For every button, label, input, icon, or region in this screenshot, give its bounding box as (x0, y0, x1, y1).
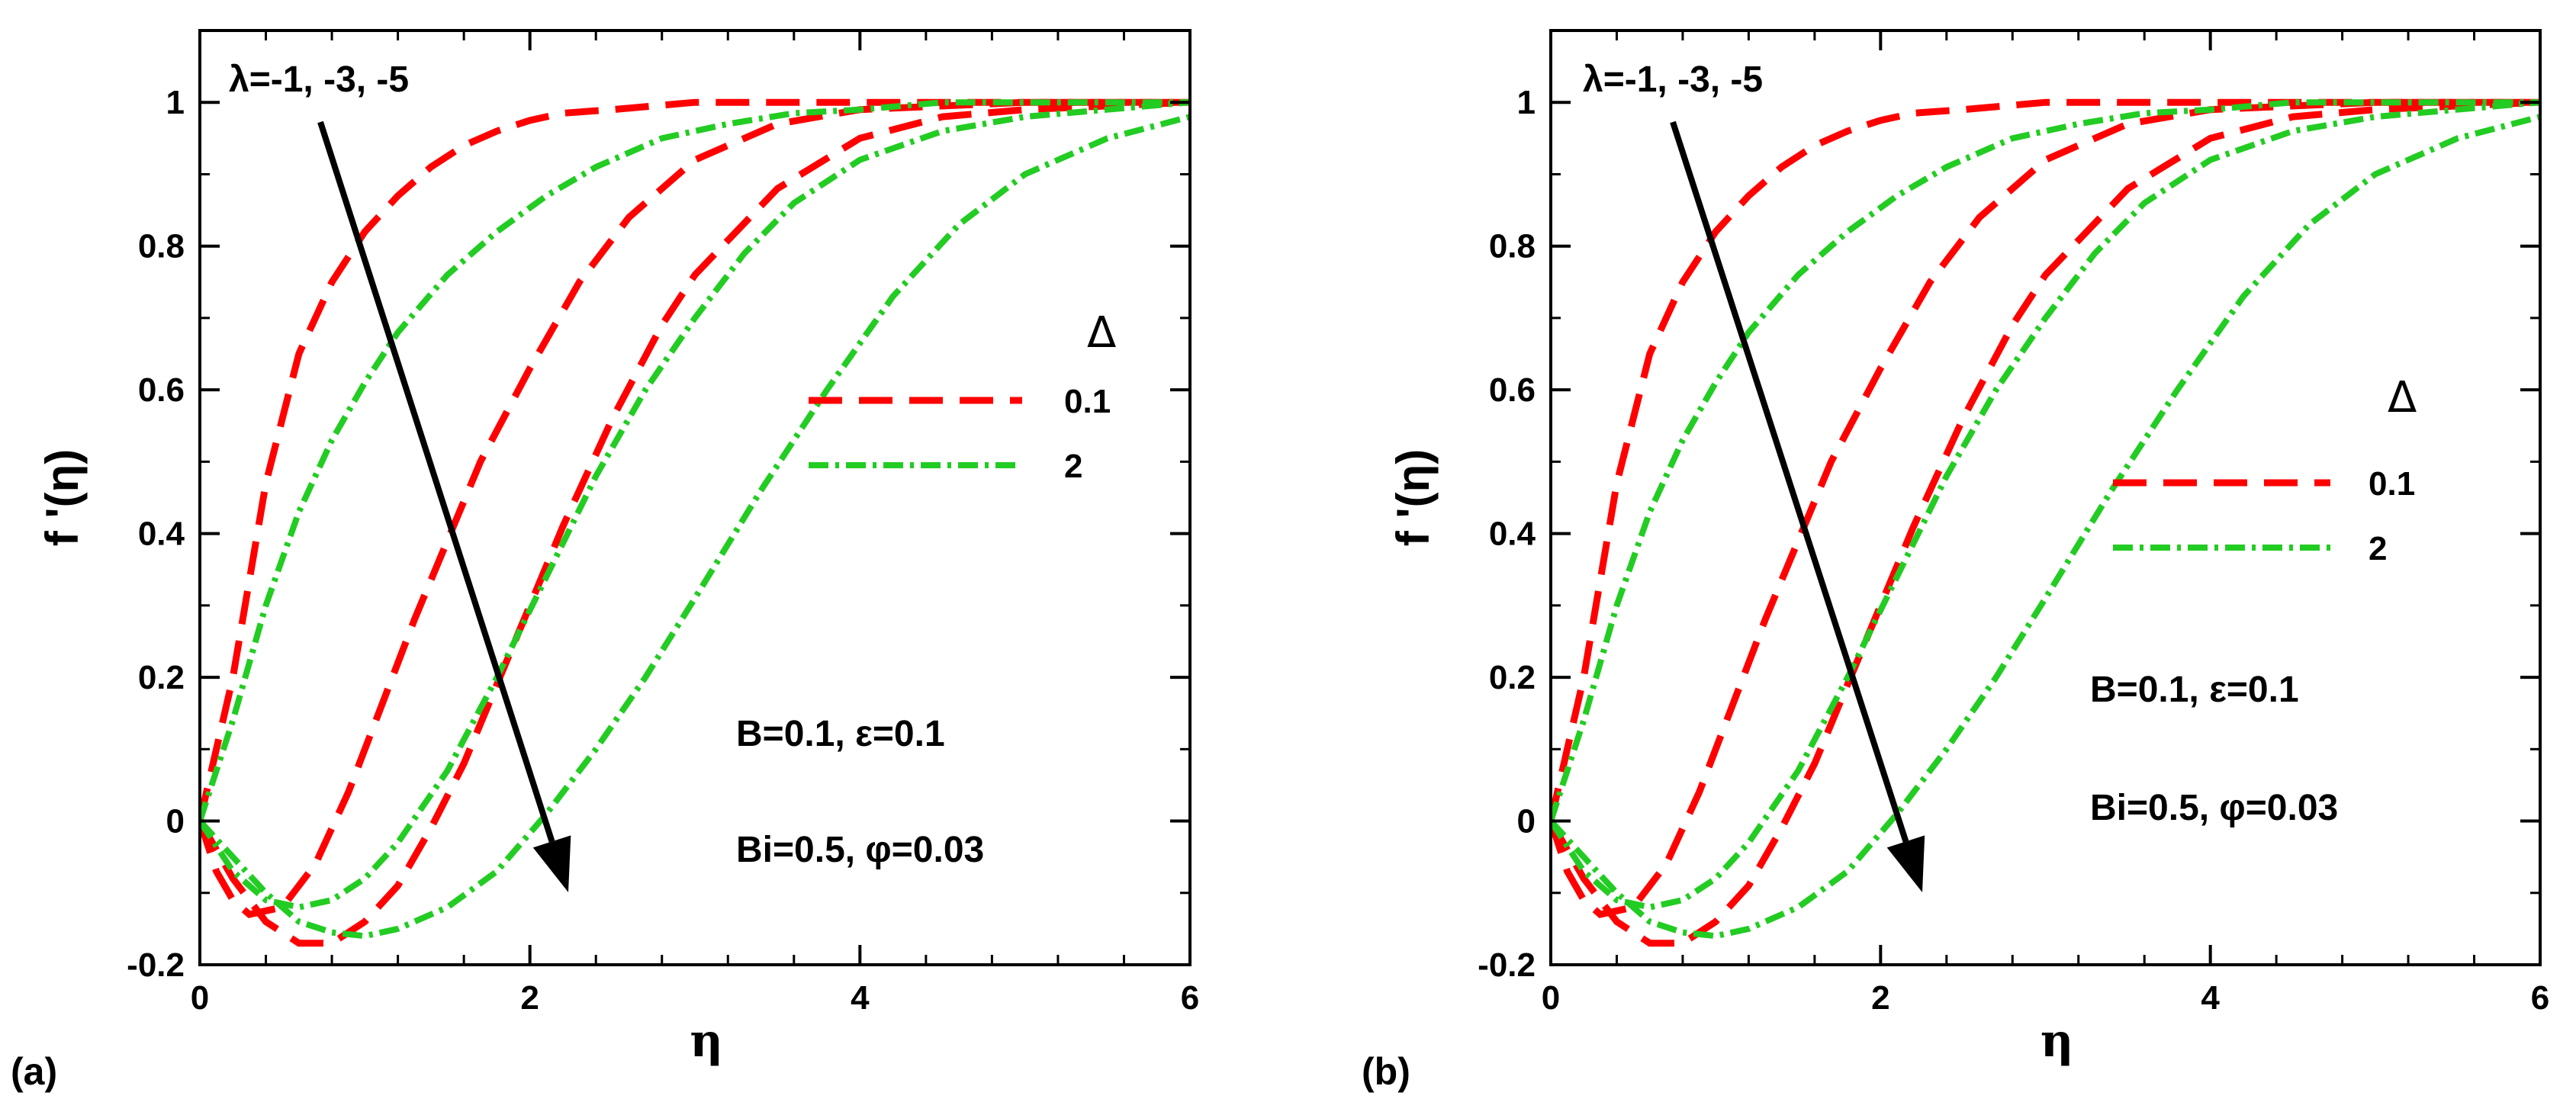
series-line-1 (200, 98, 1190, 822)
legend-label: 2 (1064, 448, 1082, 485)
legend-label: 0.1 (2369, 465, 2415, 503)
parameter-annotation: B=0.1, ε=0.1 (736, 714, 945, 754)
y-tick-label: 0 (166, 803, 185, 840)
x-tick-label: 4 (851, 979, 870, 1017)
chart-panel-a: -0.200.20.40.60.810 2 4 6ηf '(η)(a)λ=-1, -3… (11, 29, 1199, 1093)
series-line-1 (1551, 98, 2540, 822)
plot-frame (1549, 29, 2542, 966)
y-tick-label: 0.6 (138, 371, 185, 409)
trend-arrow-shaft (317, 120, 555, 843)
series-line-4 (1551, 99, 2540, 822)
y-tick-label: -0.2 (127, 946, 185, 984)
trend-arrow-shaft (1670, 120, 1909, 843)
series-line-2 (200, 98, 1190, 918)
series-line-4 (200, 99, 1190, 822)
chart-panel-b: -0.200.20.40.60.810 2 4 6ηf '(η)(b)λ=-1, -3… (1362, 29, 2549, 1093)
panel-label: (a) (11, 1050, 57, 1093)
legend-title: Δ (2388, 373, 2417, 423)
series-line-5 (1551, 99, 2540, 911)
series-line-3 (1551, 98, 2540, 947)
x-tick-label: 4 (2201, 979, 2220, 1017)
series-line-6 (200, 114, 1190, 940)
trend-arrow-head (532, 835, 571, 892)
legend-label: 0.1 (1064, 383, 1111, 420)
y-tick-label: -0.2 (1478, 946, 1536, 984)
x-tick-label: 0 (191, 979, 209, 1017)
x-axis-label: η (2041, 1014, 2074, 1068)
y-axis-label: f '(η) (1388, 449, 1439, 547)
series-line-5 (200, 99, 1190, 911)
x-tick-label: 2 (520, 979, 539, 1017)
series-line-2 (1551, 98, 2540, 918)
parameter-annotation: Bi=0.5, φ=0.03 (2090, 788, 2338, 828)
parameter-annotation: B=0.1, ε=0.1 (2090, 670, 2299, 710)
series-line-6 (1551, 114, 2540, 940)
plot-frame (198, 29, 1192, 966)
y-tick-label: 0.4 (1489, 516, 1536, 553)
y-tick-label: 0.4 (138, 516, 185, 553)
y-axis-label: f '(η) (37, 449, 88, 547)
y-tick-label: 0.8 (1489, 228, 1536, 265)
y-tick-label: 1 (1517, 84, 1536, 121)
panel-label: (b) (1362, 1050, 1410, 1093)
x-tick-label: 2 (1871, 979, 1889, 1017)
x-axis-label: η (690, 1014, 723, 1068)
arrow-label: λ=-1, -3, -5 (229, 59, 409, 100)
parameter-annotation: Bi=0.5, φ=0.03 (736, 830, 984, 870)
legend-title: Δ (1087, 308, 1116, 358)
x-tick-label: 0 (1542, 979, 1560, 1017)
y-tick-label: 0 (1517, 803, 1536, 840)
y-tick-label: 0.2 (138, 659, 185, 696)
trend-arrow-head (1886, 835, 1925, 892)
arrow-label: λ=-1, -3, -5 (1583, 59, 1763, 100)
legend-label: 2 (2369, 530, 2387, 567)
y-tick-label: 0.2 (1489, 659, 1536, 696)
y-tick-label: 0.6 (1489, 371, 1536, 409)
y-tick-label: 1 (166, 84, 185, 121)
x-tick-label: 6 (2531, 979, 2549, 1017)
y-tick-label: 0.8 (138, 228, 185, 265)
series-line-3 (200, 98, 1190, 947)
x-tick-label: 6 (1181, 979, 1199, 1017)
